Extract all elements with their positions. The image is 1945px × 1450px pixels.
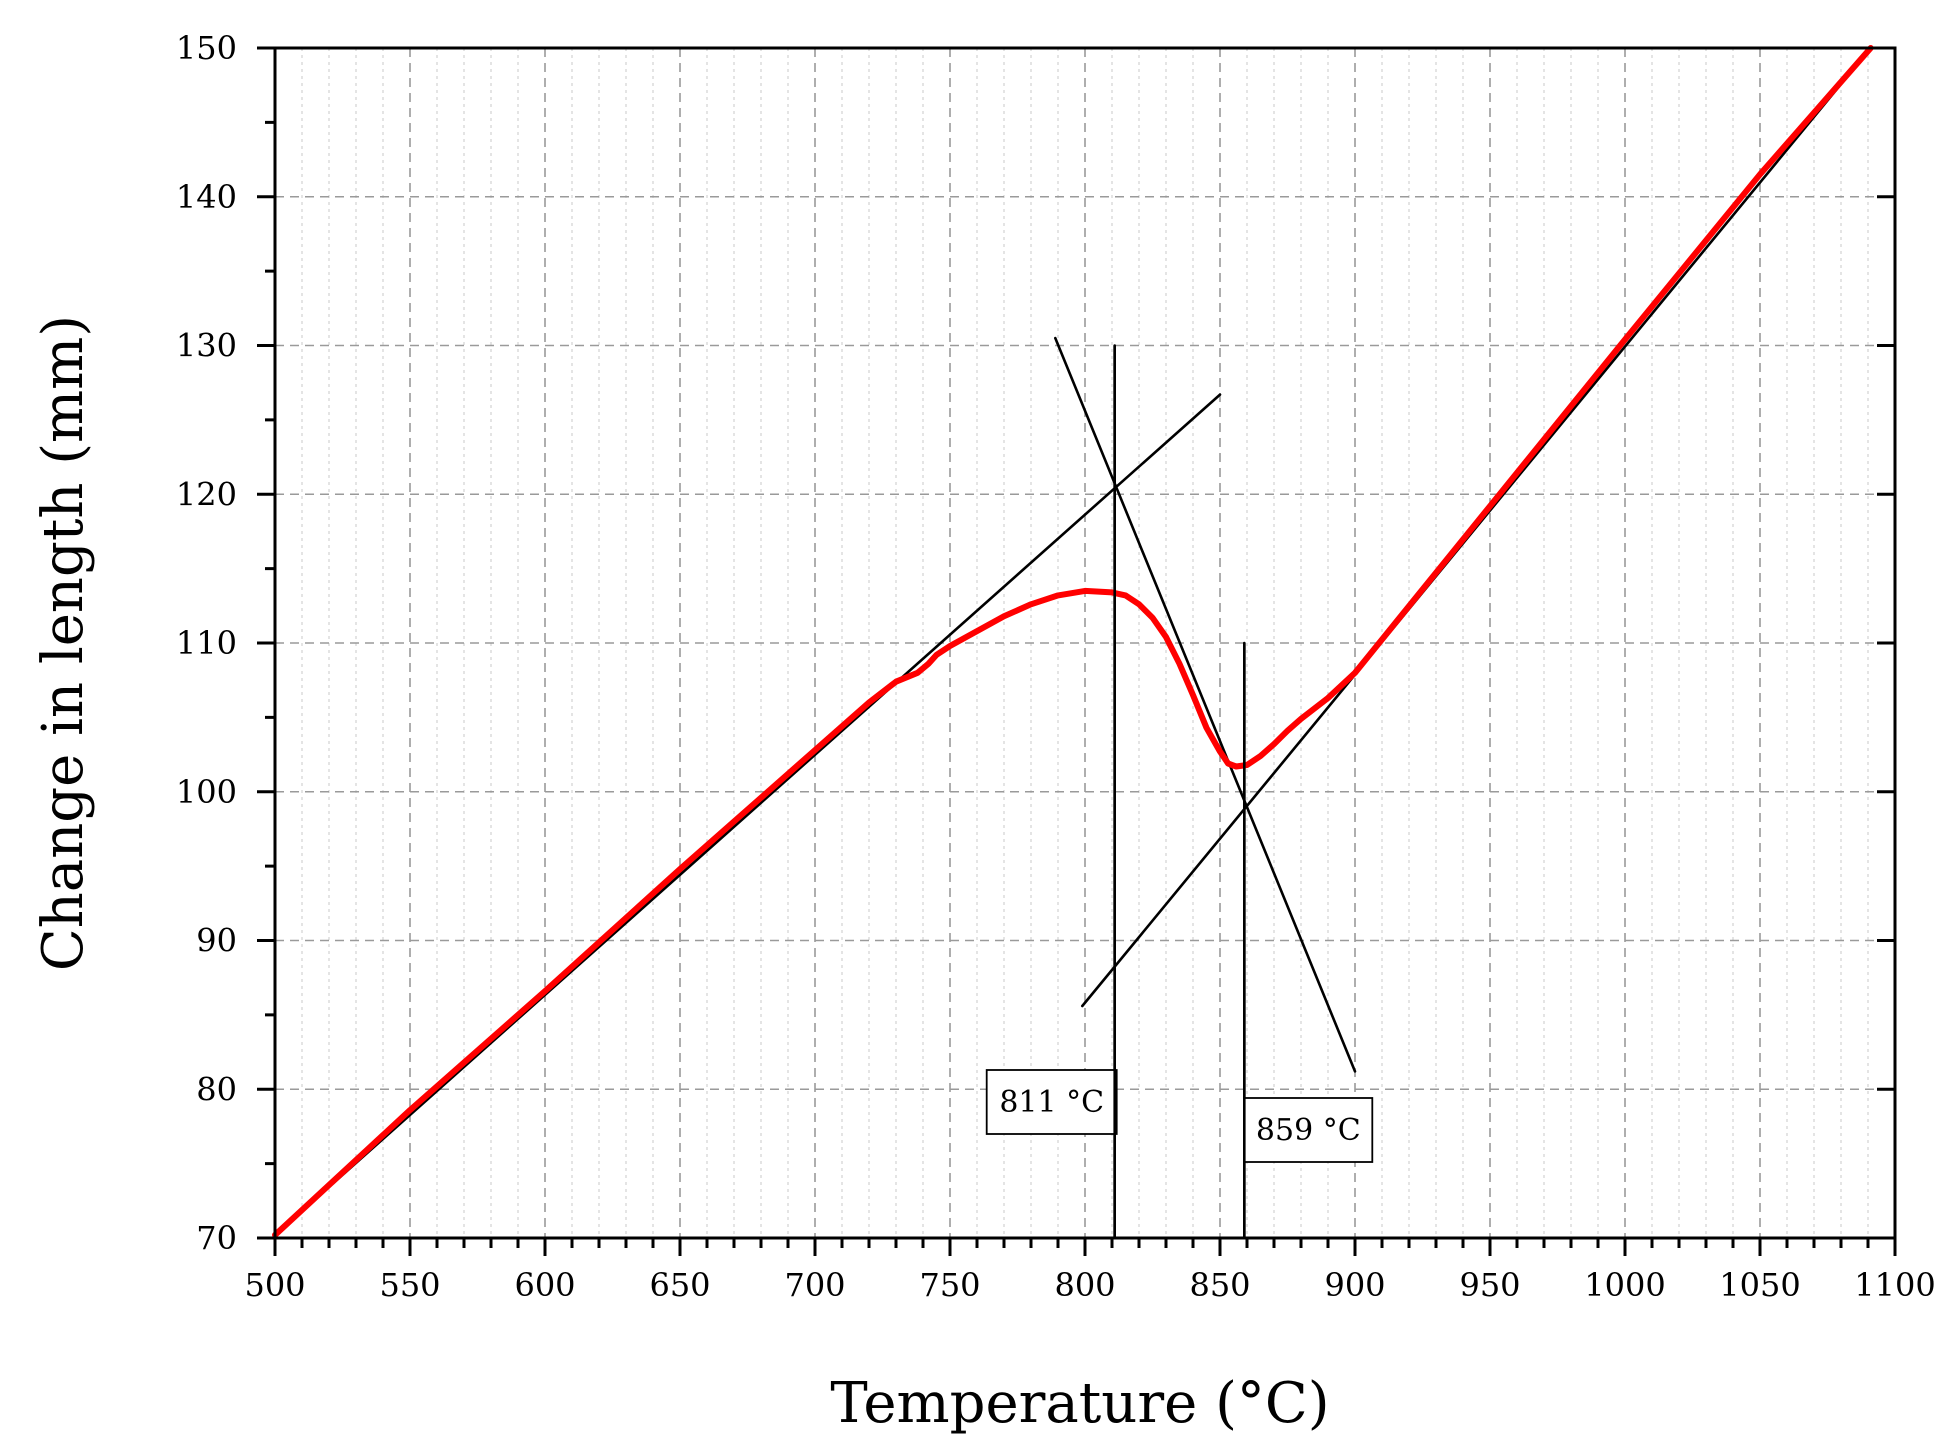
x-tick-label: 650	[649, 1266, 710, 1304]
series-tangent-transformation	[1054, 336, 1357, 1073]
annotation-frame	[985, 1069, 1118, 1135]
annotation-label: 859 °C	[1256, 1113, 1361, 1148]
annotation-label: 811 °C	[999, 1085, 1104, 1120]
x-tick-label: 1000	[1584, 1266, 1665, 1304]
x-tick-label: 500	[244, 1266, 305, 1304]
x-tick-label: 950	[1459, 1266, 1520, 1304]
x-tick-label: 900	[1324, 1266, 1385, 1304]
series-dilatometric-curve	[272, 45, 1874, 1238]
x-tick-label: 700	[784, 1266, 845, 1304]
y-tick-labels: 70 80 90 100 110 120 130 140 150	[176, 29, 237, 1257]
x-tick-labels: 500 550 600 650 700 750 800 850 900 950 1000 1050 11…	[244, 1266, 1935, 1304]
y-tick-label: 70	[196, 1219, 237, 1257]
y-tick-label: 140	[176, 178, 237, 216]
y-tick-label: 80	[196, 1070, 237, 1108]
y-tick-label: 150	[176, 29, 237, 67]
series-tangent-low-temperature	[273, 393, 1222, 1237]
y-tick-label: 130	[176, 327, 237, 365]
annotation-box: 859 °C	[1243, 1097, 1374, 1163]
y-tick-label: 120	[176, 475, 237, 513]
annotations: 811 °C 859 °C	[985, 345, 1374, 1238]
y-tick-label: 90	[196, 922, 237, 960]
annotation-box: 811 °C	[985, 1069, 1118, 1135]
x-tick-label: 1050	[1719, 1266, 1800, 1304]
major-grid	[275, 48, 1895, 1238]
axis-ticks	[257, 46, 1897, 1256]
y-axis-title: Change in length (mm)	[31, 315, 96, 971]
x-tick-label: 800	[1054, 1266, 1115, 1304]
y-tick-label: 100	[176, 773, 237, 811]
x-tick-label: 1100	[1854, 1266, 1935, 1304]
y-tick-label: 110	[176, 624, 237, 662]
x-tick-label: 550	[379, 1266, 440, 1304]
x-axis-title: Temperature (°C)	[830, 1371, 1329, 1436]
x-tick-label: 600	[514, 1266, 575, 1304]
x-tick-label: 750	[919, 1266, 980, 1304]
x-tick-label: 850	[1189, 1266, 1250, 1304]
annotation-frame	[1243, 1097, 1374, 1163]
